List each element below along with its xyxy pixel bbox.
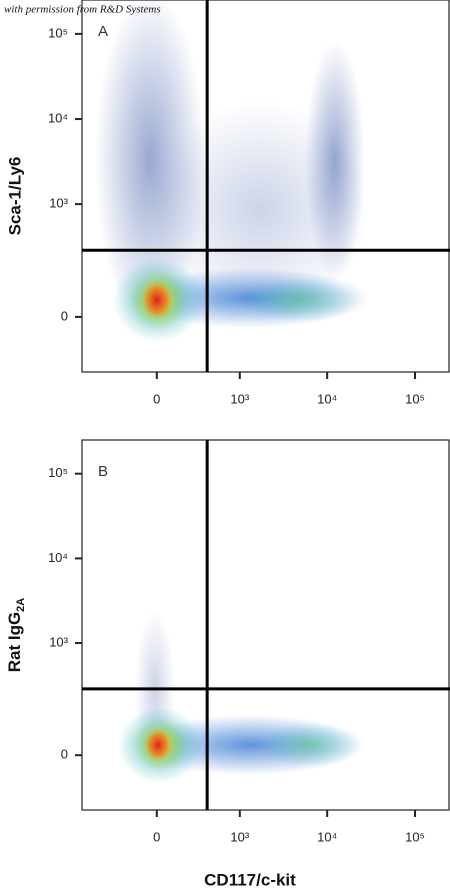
y-axis-title: Sca-1/Ly6 — [5, 157, 24, 236]
y-tick-label: 10³ — [49, 634, 68, 649]
x-tick-label: 10⁵ — [405, 391, 425, 406]
y-axis-title-text: Rat IgG — [5, 612, 24, 672]
y-tick-label: 10⁵ — [48, 25, 68, 40]
x-tick-label: 0 — [153, 391, 160, 406]
panel-label: A — [98, 23, 108, 40]
x-tick-label: 10⁵ — [405, 829, 425, 844]
y-tick-label: 10⁴ — [48, 110, 68, 125]
y-axis-title: Rat IgG2A — [5, 598, 26, 673]
y-tick-label: 0 — [61, 747, 68, 762]
y-tick-label: 10⁴ — [48, 550, 68, 565]
x-tick-label: 10⁴ — [317, 829, 337, 844]
x-tick-label: 0 — [153, 829, 160, 844]
x-tick-label: 10⁴ — [317, 391, 337, 406]
y-tick-label: 10³ — [49, 196, 68, 211]
y-tick-label: 10⁵ — [48, 465, 68, 480]
y-axis-title-subscript: 2A — [15, 598, 27, 612]
x-tick-label: 10³ — [230, 829, 249, 844]
plot-frame — [81, 439, 450, 811]
panel-label: B — [98, 463, 108, 480]
density-cloud — [118, 610, 365, 783]
plot-frame — [81, 0, 450, 373]
y-tick-label: 0 — [61, 308, 68, 323]
density-cloud — [95, 0, 370, 342]
x-axis-title: CD117/c-kit — [204, 870, 296, 889]
x-tick-label: 10³ — [230, 391, 249, 406]
